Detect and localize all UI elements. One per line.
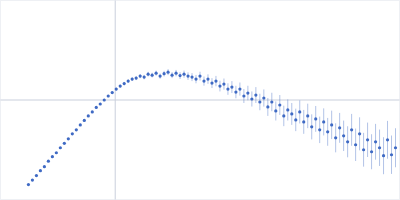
point	[27, 183, 30, 186]
point	[334, 136, 337, 139]
chart	[0, 0, 400, 200]
point	[55, 151, 58, 154]
point	[151, 74, 154, 77]
point	[178, 74, 181, 77]
point	[139, 75, 142, 78]
point	[218, 84, 221, 87]
point	[210, 81, 213, 84]
point	[159, 75, 162, 78]
point	[91, 110, 94, 113]
point	[318, 128, 321, 131]
point	[123, 82, 126, 85]
point	[206, 78, 209, 81]
point	[298, 110, 301, 113]
point	[326, 130, 329, 133]
point	[155, 72, 158, 75]
point	[111, 91, 114, 94]
point	[162, 72, 165, 75]
point	[87, 114, 90, 117]
point	[310, 125, 313, 128]
point	[194, 78, 197, 81]
point	[202, 79, 205, 82]
point	[107, 94, 110, 97]
point	[238, 87, 241, 90]
point	[67, 137, 70, 140]
point	[322, 120, 325, 123]
point	[182, 73, 185, 76]
point	[143, 76, 146, 79]
point	[170, 74, 173, 77]
point	[75, 128, 78, 131]
point	[254, 93, 257, 96]
point	[83, 119, 86, 122]
point	[306, 114, 309, 117]
point	[390, 153, 393, 156]
point	[242, 94, 245, 97]
point	[31, 178, 34, 181]
point	[278, 103, 281, 106]
point	[258, 100, 261, 103]
point	[95, 106, 98, 109]
point	[262, 96, 265, 99]
point	[270, 100, 273, 103]
point	[166, 71, 169, 74]
point	[250, 97, 253, 100]
point	[382, 154, 385, 157]
grid-line-y	[1, 100, 400, 101]
point	[198, 75, 201, 78]
point	[51, 155, 54, 158]
point	[131, 78, 134, 81]
point	[358, 132, 361, 135]
point	[226, 87, 229, 90]
point	[362, 148, 365, 151]
point	[79, 123, 82, 126]
point	[135, 77, 138, 80]
point	[115, 87, 118, 90]
point	[127, 79, 130, 82]
point	[386, 138, 389, 141]
point	[350, 128, 353, 131]
point	[214, 79, 217, 82]
point	[294, 118, 297, 121]
point	[190, 76, 193, 79]
point	[174, 72, 177, 75]
point	[147, 73, 150, 76]
point	[71, 132, 74, 135]
point	[394, 146, 397, 149]
point	[266, 105, 269, 108]
point	[346, 140, 349, 143]
point	[338, 126, 341, 129]
point	[330, 123, 333, 126]
point	[378, 146, 381, 149]
point	[282, 114, 285, 117]
plot-area	[27, 69, 397, 186]
point	[222, 82, 225, 85]
point	[354, 143, 357, 146]
point	[186, 75, 189, 78]
point	[119, 84, 122, 87]
point	[302, 120, 305, 123]
point	[35, 174, 38, 177]
point	[290, 112, 293, 115]
point	[234, 90, 237, 93]
point	[246, 91, 249, 94]
point	[47, 160, 50, 163]
point	[286, 108, 289, 111]
point	[99, 102, 102, 105]
point	[103, 98, 106, 101]
point	[43, 165, 46, 168]
point	[59, 146, 62, 149]
point	[230, 85, 233, 88]
point	[342, 134, 345, 137]
point	[274, 109, 277, 112]
point	[39, 169, 42, 172]
point	[366, 138, 369, 141]
plot-frame	[1, 1, 400, 200]
point	[314, 117, 317, 120]
point	[374, 140, 377, 143]
point	[370, 150, 373, 153]
point	[63, 142, 66, 145]
